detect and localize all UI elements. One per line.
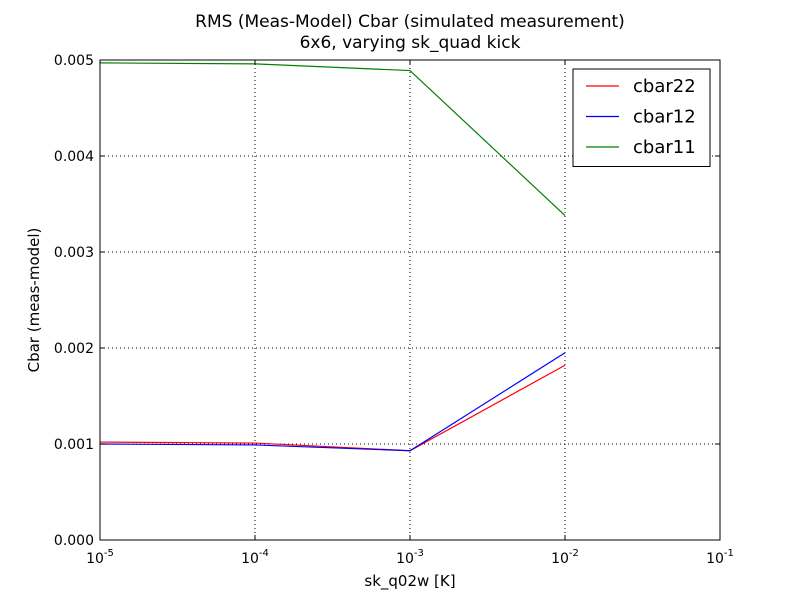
x-tick-label: 10-3 (396, 548, 424, 567)
legend: cbar22 cbar12 cbar11 (572, 68, 711, 167)
legend-label-cbar22: cbar22 (633, 76, 696, 97)
legend-label-cbar12: cbar12 (633, 107, 696, 128)
y-tick-label: 0.002 (54, 341, 94, 357)
y-tick-label: 0.001 (54, 437, 94, 453)
series-lines (99, 62, 566, 452)
legend-label-cbar11: cbar11 (633, 137, 696, 158)
x-tick-label: 10-2 (551, 548, 579, 567)
x-axis-label: sk_q02w [K] (364, 572, 455, 591)
legend-box (572, 68, 711, 167)
y-axis-label: Cbar (meas-model) (25, 228, 43, 373)
series-line-cbar22 (99, 364, 566, 452)
y-tick-label: 0.005 (54, 53, 94, 69)
axis-ticks: 10-5 10-4 10-3 10-2 10-1 0.000 0.001 0.002 0.003… (54, 53, 734, 567)
series-line-cbar11 (99, 62, 566, 216)
series-line-cbar12 (99, 352, 566, 452)
chart-title: RMS (Meas-Model) Cbar (simulated measure… (195, 12, 625, 32)
y-tick-label: 0.000 (54, 533, 94, 549)
x-tick-label: 10-5 (86, 548, 114, 567)
x-tick-label: 10-4 (241, 548, 269, 567)
y-tick-label: 0.003 (54, 245, 94, 261)
chart-subtitle: 6x6, varying sk_quad kick (300, 33, 521, 53)
x-tick-label: 10-1 (706, 548, 734, 567)
y-tick-label: 0.004 (54, 149, 94, 165)
